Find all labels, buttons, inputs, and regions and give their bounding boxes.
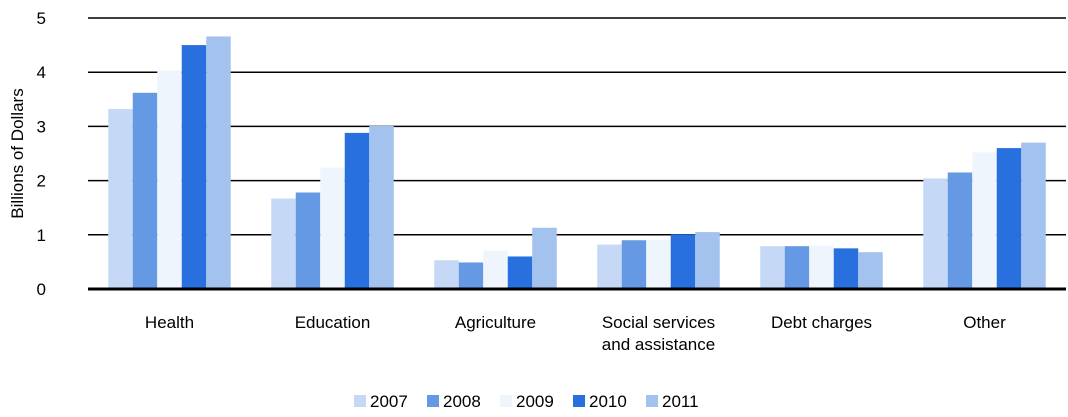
- y-tick-label: 4: [37, 63, 46, 82]
- y-tick-label: 3: [37, 117, 46, 136]
- y-tick-label: 5: [37, 9, 46, 28]
- bars: [108, 36, 1046, 290]
- bar: [157, 70, 182, 289]
- x-axis-categories: Health Education Agriculture Social service…: [145, 313, 1006, 354]
- bar: [206, 36, 231, 290]
- category-label: Debt charges: [771, 313, 872, 332]
- bar: [132, 92, 158, 289]
- bar: [833, 248, 859, 289]
- bar: [320, 167, 345, 289]
- y-axis-ticks: 0 1 2 3 4 5: [37, 9, 46, 299]
- bar: [809, 245, 834, 289]
- bar: [434, 260, 459, 289]
- bar: [972, 152, 997, 289]
- legend-label: 2008: [443, 392, 481, 411]
- category-label: Health: [145, 313, 194, 332]
- legend-label: 2011: [662, 392, 699, 411]
- bar: [784, 246, 810, 289]
- bar: [483, 250, 508, 289]
- bar: [369, 125, 394, 289]
- legend-label: 2007: [370, 392, 408, 411]
- y-tick-label: 1: [37, 226, 46, 245]
- y-axis-label: Billions of Dollars: [8, 88, 27, 218]
- legend-swatch: [354, 395, 366, 407]
- bar: [646, 239, 671, 289]
- bar: [597, 244, 622, 289]
- bar: [695, 232, 720, 289]
- bar: [271, 198, 296, 289]
- y-tick-label: 0: [37, 280, 46, 299]
- bar: [181, 45, 207, 289]
- bar: [295, 192, 321, 289]
- bar: [344, 132, 370, 289]
- bar: [507, 256, 533, 289]
- y-tick-label: 2: [37, 172, 46, 191]
- bar: [947, 172, 973, 289]
- legend-swatch: [573, 395, 585, 407]
- bar: [532, 227, 557, 289]
- bar: [458, 262, 484, 289]
- legend-swatch: [500, 395, 512, 407]
- bar: [996, 148, 1022, 289]
- legend-label: 2010: [589, 392, 627, 411]
- bar: [621, 240, 647, 289]
- bar: [923, 178, 948, 289]
- gridlines: [88, 17, 1066, 236]
- bar: [108, 109, 133, 289]
- category-label: Education: [295, 313, 371, 332]
- legend-swatch: [427, 395, 439, 407]
- legend-label: 2009: [516, 392, 554, 411]
- category-label: Other: [963, 313, 1006, 332]
- category-label: Agriculture: [455, 313, 536, 332]
- bar: [760, 246, 785, 289]
- bar: [858, 252, 883, 289]
- legend: 2007 2008 2009 2010 2011: [354, 392, 699, 411]
- bar: [1021, 142, 1046, 289]
- legend-swatch: [646, 395, 658, 407]
- bar: [670, 234, 696, 289]
- category-label: Social services and assistance: [602, 313, 715, 354]
